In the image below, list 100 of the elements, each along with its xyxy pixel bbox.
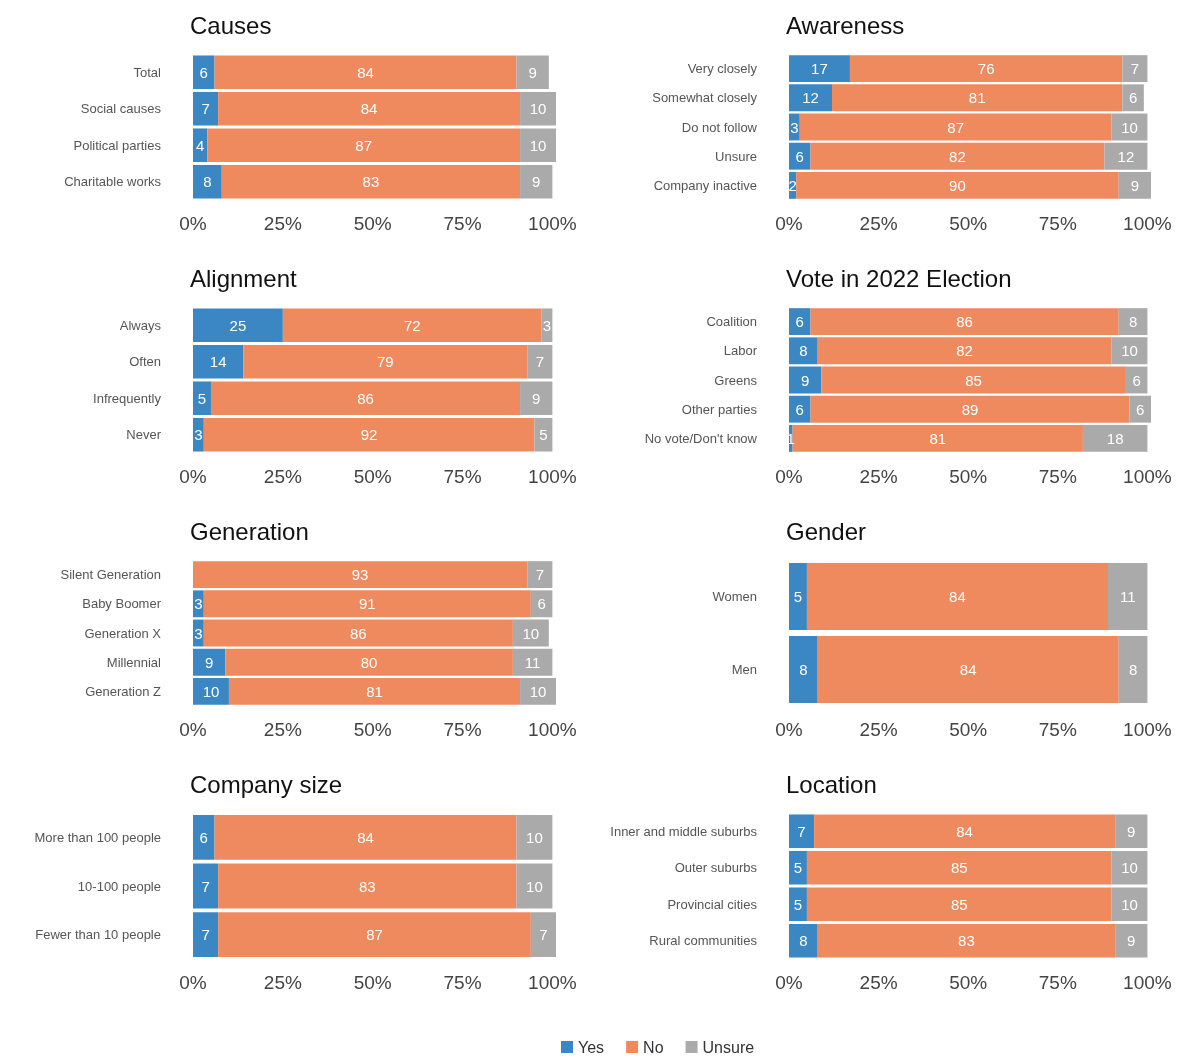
x-tick-label: 25% [859,466,898,487]
x-tick-label: 0% [179,213,207,234]
y-tick-label: Always [119,317,162,333]
y-tick-label: Political parties [73,137,162,153]
x-tick-label: 50% [949,213,988,234]
x-tick-label: 100% [528,972,577,993]
bar [806,562,1108,631]
bar [221,164,521,199]
chart-title: Causes [190,11,272,39]
bar [1118,635,1148,704]
bar [527,344,553,379]
data-label: 76 [977,60,995,78]
data-label: 84 [357,828,374,846]
data-label: 10 [529,682,547,700]
x-tick-label: 100% [1123,213,1172,234]
data-label: 8 [799,661,808,678]
bar [282,308,542,343]
bar [810,395,1130,423]
bar [1111,887,1148,922]
bar [218,912,531,958]
bar [207,128,521,163]
bar [516,55,549,90]
y-tick-label: Women [712,589,757,604]
bar [203,590,531,618]
data-label: 10 [522,624,540,642]
bar [203,619,513,647]
x-tick-label: 0% [775,466,803,487]
bar [218,863,517,909]
legend-label: Yes [578,1038,605,1056]
x-tick-label: 0% [775,213,803,234]
bar [789,887,807,922]
bar [530,912,556,958]
bar [243,344,528,379]
data-label: 5 [793,895,803,913]
bar [789,84,833,112]
bar [817,337,1112,365]
bar [228,677,521,705]
data-label: 9 [1130,176,1140,194]
y-tick-label: Do not follow [681,119,758,135]
bar [1122,84,1144,112]
chart-title: Awareness [786,11,905,39]
x-tick-label: 50% [949,466,988,487]
data-label: 86 [357,389,374,407]
y-tick-label: Men [731,662,757,677]
data-label: 7 [201,926,210,944]
y-tick-label: Rural communities [649,933,758,949]
data-label: 10 [526,828,543,846]
data-label: 72 [403,316,421,334]
bar [1104,142,1148,170]
bar [193,164,222,199]
y-tick-label: Company inactive [653,177,757,193]
bar [1118,308,1148,336]
bar [789,635,818,704]
y-tick-label: Other parties [681,401,758,417]
bar [534,417,553,452]
bar [1111,850,1148,885]
data-label: 84 [357,63,374,81]
y-tick-label: Total [133,64,162,80]
data-label: 85 [950,859,968,877]
x-tick-label: 25% [859,972,898,993]
bar [520,91,556,126]
bar [512,648,553,676]
x-tick-label: 100% [1123,719,1172,740]
bar [796,171,1119,199]
bar [520,164,553,199]
data-label: 8 [203,173,212,191]
data-label: 8 [799,932,808,950]
x-tick-label: 25% [859,719,898,740]
data-label: 9 [205,653,214,671]
data-label: 91 [358,595,376,613]
bar [789,55,850,83]
bar [1118,171,1151,199]
data-label: 79 [376,353,394,371]
data-label: 14 [209,353,227,371]
bar [520,381,553,416]
data-label: 10 [1121,118,1138,136]
bar [1107,562,1148,631]
bar [832,84,1123,112]
y-tick-label: Provincial cities [667,896,758,912]
data-label: 82 [949,147,966,165]
y-tick-label: Outer suburbs [674,860,758,876]
data-label: 9 [532,173,541,191]
x-tick-label: 50% [949,719,988,740]
bar [214,814,517,860]
x-tick-label: 0% [179,972,207,993]
x-tick-label: 0% [179,466,207,487]
data-label: 3 [194,624,203,642]
y-tick-label: Unsure [715,148,757,164]
x-tick-label: 100% [1123,972,1172,993]
data-label: 5 [539,426,548,444]
data-label: 7 [1130,60,1140,78]
data-label: 18 [1106,429,1124,447]
bar [789,814,815,849]
y-tick-label: Somewhat closely [652,90,758,106]
chart-title: Alignment [190,264,298,292]
data-label: 12 [1117,147,1135,165]
data-label: 6 [1132,371,1141,389]
y-tick-label: Never [126,427,162,443]
x-tick-label: 100% [528,719,577,740]
data-label: 7 [201,877,210,895]
